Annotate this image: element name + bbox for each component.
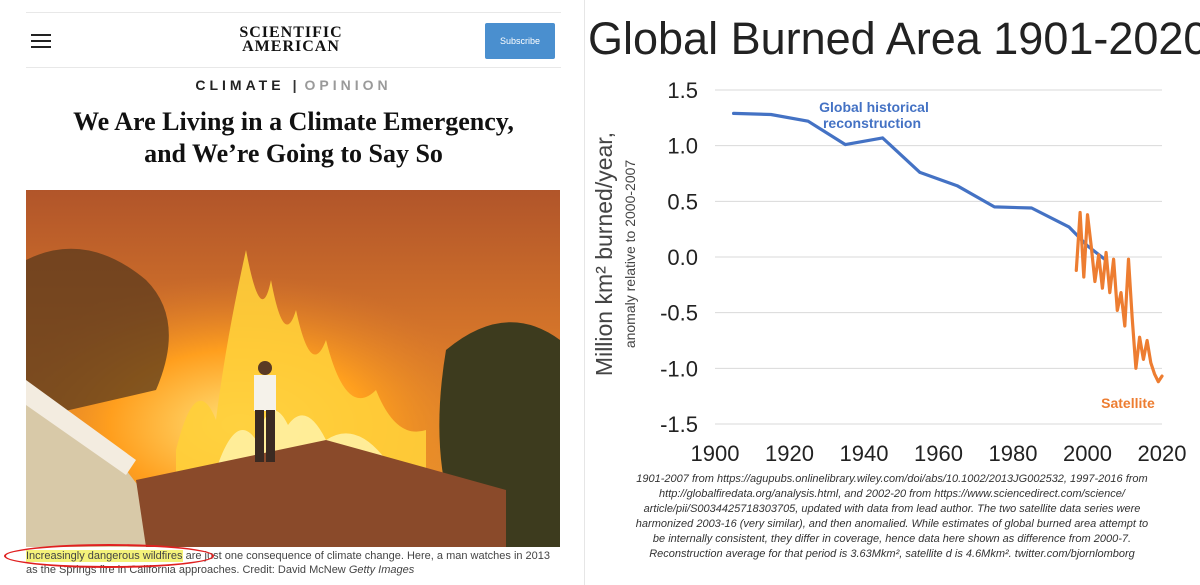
flames <box>176 250 426 490</box>
chart-title: Global Burned Area 1901-2020 <box>588 13 1200 64</box>
y-tick-label: 1.5 <box>667 78 698 103</box>
headline-line-1: We Are Living in a Climate Emergency, <box>73 107 514 136</box>
source-line: harmonized 2003-16 (very similar), and t… <box>635 518 1149 530</box>
man-head <box>258 361 272 375</box>
article-screenshot: SCIENTIFIC AMERICAN Subscribe CLIMATE | OP… <box>0 0 585 585</box>
satellite-label: Satellite <box>1101 395 1155 411</box>
y-tick-label: 1.0 <box>667 134 698 159</box>
section-climate-link[interactable]: CLIMATE <box>195 77 285 93</box>
x-tick-label: 1920 <box>765 441 814 466</box>
article-headline: We Are Living in a Climate Emergency, an… <box>26 106 561 170</box>
y-tick-label: -1.0 <box>660 356 698 381</box>
y-tick-label: 0.5 <box>667 189 698 214</box>
source-line: http://globalfiredata.org/analysis.html,… <box>659 488 1125 500</box>
section-opinion-link[interactable]: OPINION <box>304 77 392 93</box>
house-roof-edge <box>26 380 136 475</box>
x-tick-label: 2000 <box>1063 441 1112 466</box>
y-axis-sublabel: anomaly relative to 2000-2007 <box>622 160 638 349</box>
man-leg-left <box>255 410 264 462</box>
source-note: 1901-2007 from https://agupubs.onlinelib… <box>592 472 1192 562</box>
site-logo[interactable]: SCIENTIFIC AMERICAN <box>239 24 343 55</box>
source-line: be internally consistent, they differ in… <box>652 533 1132 545</box>
reconstruction-line <box>732 111 1108 262</box>
source-line: Reconstruction average for that period i… <box>649 548 1135 560</box>
section-separator: | <box>292 77 297 93</box>
site-header: SCIENTIFIC AMERICAN Subscribe <box>26 12 561 68</box>
roof <box>136 440 506 547</box>
y-axis-label: Million km² burned/year, <box>591 132 617 376</box>
source-line: article/pii/S0034425718303705, updated w… <box>643 503 1141 515</box>
burned-area-chart: 1.5 1.0 0.5 0.0 -0.5 -1.0 -1.5 1900 1920 1940 196… <box>591 78 1187 466</box>
caption-credit: Getty Images <box>348 564 415 576</box>
red-annotation-circle <box>4 544 214 568</box>
reconstruction-label-line-1: Global historical <box>819 99 929 115</box>
subscribe-button[interactable]: Subscribe <box>485 23 555 59</box>
reconstruction-label-line-2: reconstruction <box>823 115 921 131</box>
menu-icon[interactable] <box>31 34 51 48</box>
y-tick-label: -1.5 <box>660 412 698 437</box>
man-shirt <box>254 375 276 411</box>
man-leg-right <box>266 410 275 462</box>
x-tick-label: 1980 <box>989 441 1038 466</box>
y-tick-labels: 1.5 1.0 0.5 0.0 -0.5 -1.0 -1.5 <box>660 78 698 437</box>
x-tick-label: 1940 <box>840 441 889 466</box>
y-tick-label: -0.5 <box>660 301 698 326</box>
x-tick-label: 1900 <box>691 441 740 466</box>
grid-lines <box>715 89 1162 425</box>
x-tick-label: 1960 <box>914 441 963 466</box>
section-label: CLIMATE | OPINION <box>26 77 561 93</box>
series-lines <box>732 111 1164 384</box>
y-tick-label: 0.0 <box>667 245 698 270</box>
headline-line-2: and We’re Going to Say So <box>144 139 443 168</box>
wildfire-photo <box>26 190 560 547</box>
tree-silhouette-left <box>26 248 169 420</box>
source-line: 1901-2007 from https://agupubs.onlinelib… <box>636 473 1148 485</box>
satellite-line <box>1074 210 1164 384</box>
x-tick-label: 2020 <box>1138 441 1187 466</box>
x-tick-labels: 1900 1920 1940 1960 1980 2000 2020 <box>691 441 1187 466</box>
